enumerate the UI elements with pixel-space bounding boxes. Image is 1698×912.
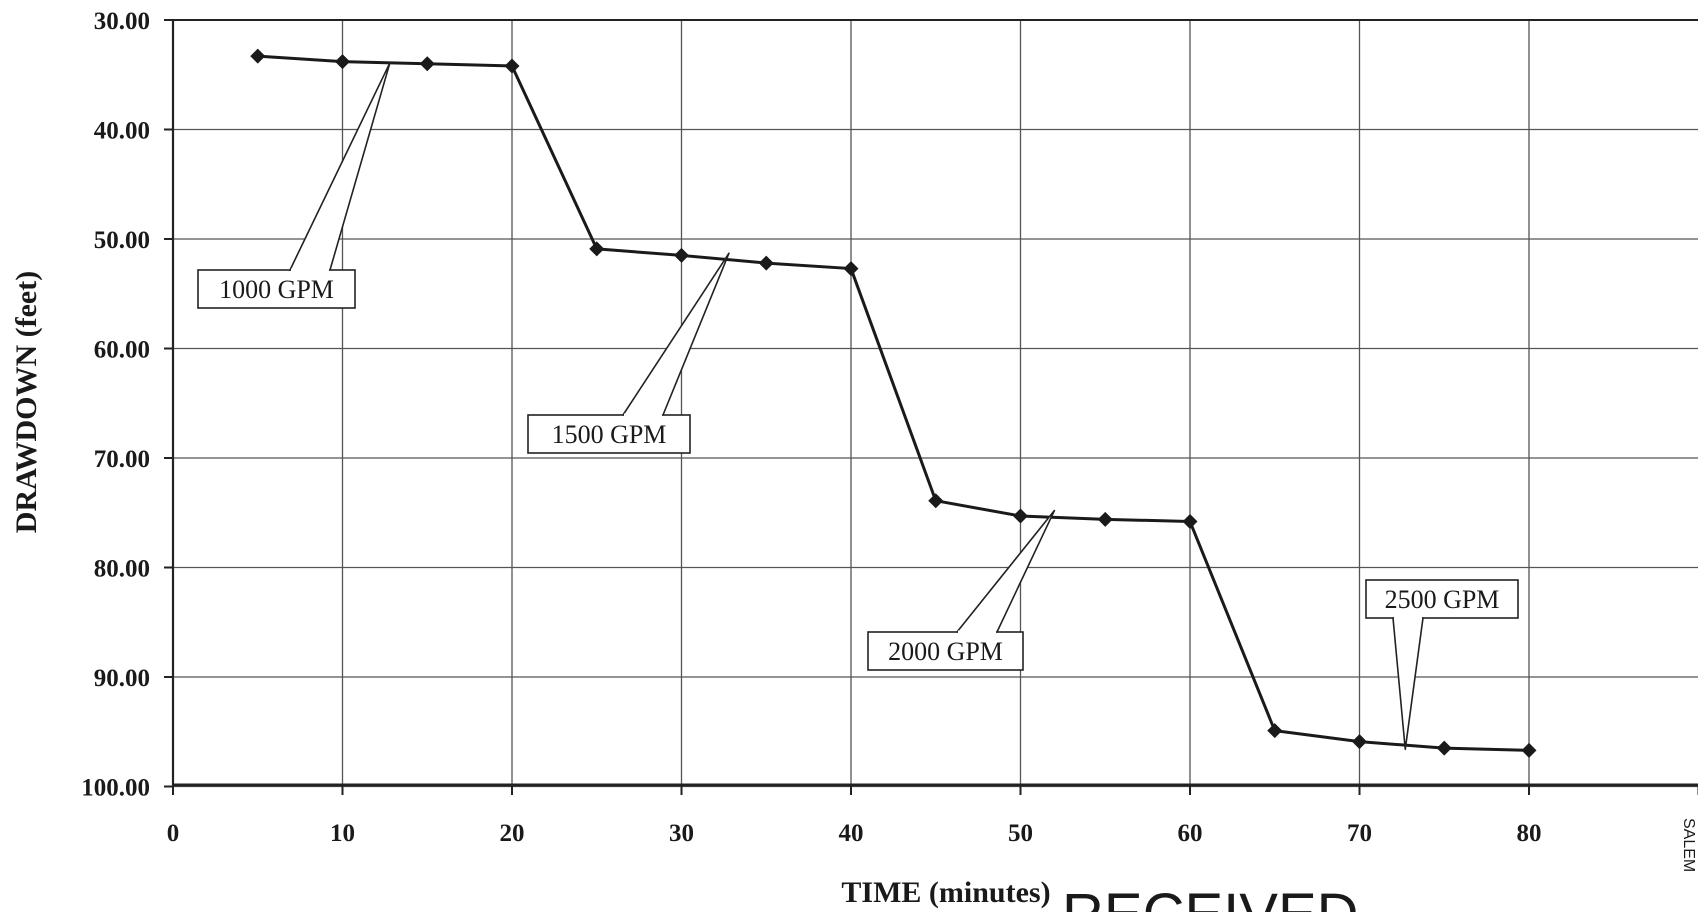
- x-tick-label: 10: [330, 820, 355, 847]
- callout-pointer: [622, 252, 730, 416]
- y-tick-label: 60.00: [94, 337, 150, 364]
- y-tick-label: 100.00: [81, 775, 150, 802]
- y-tick-label: 90.00: [94, 665, 150, 692]
- drawdown-series: [250, 48, 1537, 758]
- data-point-marker: [250, 48, 266, 64]
- callout-2000-gpm: 2000 GPM: [867, 509, 1056, 671]
- data-point-marker: [335, 54, 350, 70]
- data-point-marker: [504, 58, 520, 74]
- callout-box: [197, 269, 356, 309]
- y-tick-label: 50.00: [94, 227, 150, 254]
- x-tick-label: 60: [1178, 820, 1203, 847]
- x-tick-label: 0: [167, 820, 180, 847]
- callout-pointer: [1392, 617, 1424, 751]
- data-point-marker: [1267, 723, 1283, 739]
- data-point-marker: [758, 255, 774, 271]
- y-tick-label: 40.00: [94, 118, 150, 145]
- x-axis-title: TIME (minutes): [841, 876, 1050, 909]
- data-point-marker: [589, 241, 605, 257]
- rate-callouts: 1000 GPM 1500 GPM 2000 GPM 2500 GPM: [197, 61, 1519, 751]
- grid-lines: [173, 19, 1698, 788]
- data-point-marker: [1097, 511, 1113, 527]
- callout-label: 1000 GPM: [219, 275, 334, 304]
- callout-label: 2500 GPM: [1385, 585, 1500, 614]
- data-point-marker: [1352, 734, 1367, 750]
- callout-1000-gpm: 1000 GPM: [197, 61, 391, 309]
- x-tick-label: 40: [839, 820, 864, 847]
- data-point-marker: [1436, 740, 1452, 756]
- y-axis-title: DRAWDOWN (feet): [10, 271, 43, 533]
- data-point-marker: [1013, 508, 1028, 524]
- plot-frame: [171, 19, 1698, 787]
- callout-box: [867, 631, 1024, 671]
- y-tick-label: 70.00: [94, 446, 150, 473]
- callout-pointer: [956, 509, 1056, 633]
- callout-label: 2000 GPM: [888, 637, 1003, 666]
- side-stamp: SALEM: [1680, 818, 1697, 872]
- callout-1500-gpm: 1500 GPM: [527, 252, 730, 454]
- callout-label: 1500 GPM: [552, 420, 667, 449]
- data-point-marker: [843, 261, 859, 277]
- data-point-marker: [419, 56, 435, 72]
- y-axis-ticks: 30.00 40.00 50.00 60.00 70.00 80.00 90.00 100.0…: [81, 8, 173, 802]
- callout-2500-gpm: 2500 GPM: [1365, 579, 1519, 751]
- x-tick-label: 30: [669, 820, 694, 847]
- x-tick-label: 20: [500, 820, 525, 847]
- received-stamp: RECEIVED: [1062, 882, 1359, 912]
- data-point-marker: [674, 247, 689, 263]
- x-tick-label: 70: [1347, 820, 1372, 847]
- x-axis-ticks: 0 10 20 30 40 50 60 70 80: [167, 785, 1698, 847]
- callout-box: [527, 414, 691, 454]
- y-tick-label: 80.00: [94, 556, 150, 583]
- series-line: [257, 54, 1530, 752]
- data-point-marker: [928, 493, 944, 509]
- x-tick-label: 50: [1008, 820, 1033, 847]
- data-point-marker: [1182, 514, 1198, 530]
- x-tick-label: 80: [1517, 820, 1542, 847]
- callout-box: [1365, 579, 1519, 619]
- data-point-marker: [1521, 742, 1537, 758]
- y-tick-label: 30.00: [94, 8, 150, 35]
